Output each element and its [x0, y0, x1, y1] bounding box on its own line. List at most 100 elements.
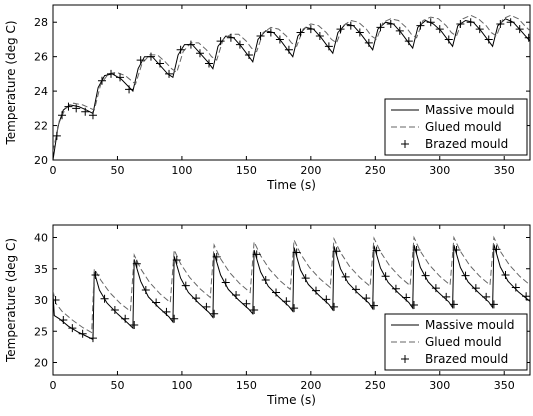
x-tick-label: 0: [50, 379, 57, 392]
legend-label: Brazed mould: [425, 137, 508, 151]
data-point: [412, 246, 421, 254]
data-point: [146, 52, 155, 61]
data-point: [355, 28, 364, 37]
data-point: [88, 334, 97, 343]
legend-label: Massive mould: [425, 103, 514, 117]
x-tick-label: 250: [365, 164, 386, 177]
data-point: [501, 271, 510, 279]
data-point: [364, 38, 373, 47]
y-tick-label: 25: [34, 325, 48, 338]
data-point: [68, 324, 77, 333]
data-point: [136, 56, 145, 65]
data-point: [496, 19, 505, 28]
data-point: [471, 284, 480, 293]
series-glued-mould-line: [53, 235, 530, 334]
data-point: [341, 272, 350, 281]
legend-label: Glued mould: [425, 120, 502, 134]
y-axis-label: Temperature (deg C): [4, 20, 18, 145]
data-point: [322, 295, 331, 304]
data-point: [435, 25, 444, 34]
data-point: [152, 298, 161, 307]
legend-label: Brazed mould: [425, 352, 508, 366]
data-point: [381, 272, 390, 281]
data-point: [336, 25, 345, 34]
y-tick-label: 24: [34, 85, 48, 98]
data-point: [141, 286, 150, 294]
data-point: [58, 111, 67, 120]
x-tick-label: 300: [429, 164, 450, 177]
legend-box: [384, 313, 528, 371]
data-point: [362, 294, 371, 303]
x-tick-label: 150: [236, 379, 257, 392]
data-point: [330, 302, 339, 311]
data-point: [346, 21, 355, 30]
data-point: [391, 284, 400, 293]
data-point: [88, 111, 97, 120]
data-point: [484, 35, 493, 44]
data-point: [72, 104, 81, 113]
data-point: [402, 293, 411, 302]
data-point: [210, 309, 219, 318]
data-point: [444, 35, 453, 44]
data-point: [64, 102, 73, 111]
y-tick-label: 28: [34, 16, 48, 29]
data-point: [78, 329, 87, 338]
data-point: [116, 73, 125, 82]
data-point: [256, 32, 265, 40]
data-point: [121, 314, 130, 323]
data-point: [416, 21, 425, 30]
y-tick-label: 22: [34, 120, 48, 133]
data-point: [409, 301, 418, 309]
data-point: [53, 131, 61, 140]
legend-marker: [401, 140, 409, 148]
data-point: [132, 259, 141, 268]
y-tick-label: 26: [34, 51, 48, 64]
data-point: [242, 299, 251, 308]
data-point: [91, 271, 100, 279]
data-point: [466, 18, 475, 27]
data-point: [195, 49, 204, 58]
data-point: [511, 283, 520, 292]
x-tick-label: 50: [110, 164, 124, 177]
data-point: [311, 286, 320, 295]
plot-area: [52, 4, 531, 161]
y-tick-label: 30: [34, 294, 48, 307]
data-point: [221, 278, 230, 287]
data-point: [235, 40, 244, 49]
data-point: [107, 69, 116, 78]
x-tick-label: 100: [171, 164, 192, 177]
data-point: [522, 292, 530, 301]
series-brazed-mould: [53, 18, 530, 140]
data-point: [482, 292, 491, 301]
x-tick-label: 200: [300, 379, 321, 392]
data-point: [250, 306, 259, 314]
data-point: [315, 32, 324, 40]
y-tick-label: 35: [34, 263, 48, 276]
x-tick-label: 150: [236, 164, 257, 177]
legend-label: Massive mould: [425, 318, 514, 332]
data-point: [232, 291, 241, 299]
legend: Massive mould Glued mould Brazed mould: [384, 313, 528, 371]
data-point: [456, 19, 465, 28]
x-axis-label: Time (s): [266, 393, 316, 407]
data-point: [492, 245, 501, 254]
series-glued-mould-line: [53, 14, 530, 152]
x-tick-label: 200: [300, 164, 321, 177]
y-tick-label: 40: [34, 232, 48, 245]
series-brazed-mould: [53, 245, 530, 343]
data-point: [272, 288, 281, 297]
y-tick-label: 20: [34, 357, 48, 370]
data-point: [404, 37, 413, 46]
legend-box: [384, 98, 528, 156]
data-point: [370, 301, 379, 310]
data-point: [110, 306, 119, 314]
data-point: [449, 300, 458, 309]
chart-panel-1: 0 50 100 150 200 250 300 350 20 22 24 26 28 Time (s) T…: [4, 4, 531, 192]
data-point: [261, 276, 270, 284]
x-tick-label: 250: [365, 379, 386, 392]
data-point: [524, 33, 530, 42]
data-point: [506, 18, 515, 27]
data-point: [226, 33, 235, 42]
x-axis-label: Time (s): [266, 178, 316, 192]
